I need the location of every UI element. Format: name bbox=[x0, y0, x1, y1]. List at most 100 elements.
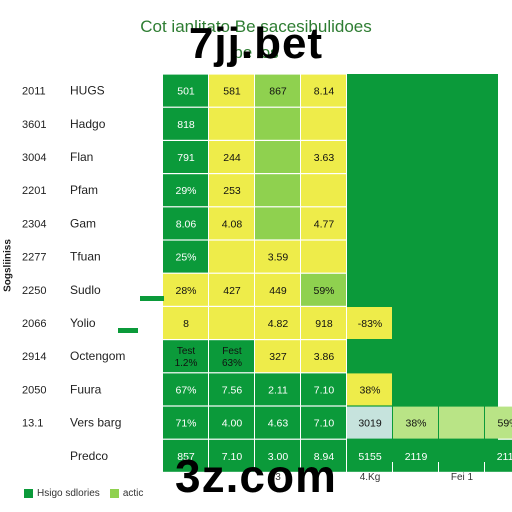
heatmap-cell bbox=[163, 107, 208, 140]
heatmap-cell bbox=[209, 373, 254, 406]
row-label: Octengom bbox=[70, 349, 125, 363]
heatmap-cell bbox=[439, 439, 484, 472]
row-label: Gam bbox=[70, 216, 96, 230]
cell-value: 3.86 bbox=[314, 351, 335, 363]
row-year: 2201 bbox=[22, 185, 46, 197]
heatmap-cell bbox=[301, 141, 346, 173]
heatmap-cell bbox=[301, 74, 346, 107]
heatmap-cell bbox=[301, 340, 346, 373]
heatmap-cell bbox=[485, 406, 512, 439]
cell-value: -83% bbox=[358, 318, 383, 330]
cell-value: 791 bbox=[177, 152, 195, 164]
heatmap-cell bbox=[209, 406, 254, 439]
cell-value: 818 bbox=[177, 119, 195, 131]
row-label: Predco bbox=[70, 449, 108, 463]
cell-value: 3019 bbox=[358, 418, 382, 430]
heatmap-cell bbox=[255, 240, 300, 273]
heatmap-cell bbox=[209, 340, 254, 373]
heatmap-cell bbox=[209, 141, 254, 173]
cell-value: Test bbox=[177, 346, 196, 357]
legend: Hsigo sdlories actic bbox=[24, 488, 143, 499]
heatmap-cell bbox=[255, 439, 300, 472]
heatmap-cell bbox=[485, 439, 512, 472]
row-label: Tfuan bbox=[70, 250, 101, 264]
heatmap-cell bbox=[301, 240, 346, 273]
cell-value: 7.10 bbox=[314, 418, 335, 430]
row-year: 2250 bbox=[22, 285, 46, 297]
cell-value: 7.10 bbox=[314, 384, 335, 396]
heatmap-cell bbox=[439, 406, 484, 439]
cell-value: 25% bbox=[175, 252, 196, 264]
legend-swatch bbox=[109, 489, 119, 498]
row-label: Fuura bbox=[70, 382, 102, 396]
heatmap-cell bbox=[347, 406, 392, 439]
heatmap-cell bbox=[163, 240, 208, 273]
cell-value: 3.59 bbox=[268, 252, 289, 264]
cell-value: 581 bbox=[223, 86, 241, 98]
heatmap-cell bbox=[301, 439, 346, 472]
cell-value: 4.63 bbox=[268, 418, 289, 430]
cell-value: 918 bbox=[315, 318, 333, 330]
heatmap-cell bbox=[209, 107, 254, 140]
row-year: 2277 bbox=[22, 252, 46, 264]
cell-value: 8.06 bbox=[176, 218, 197, 230]
heatmap-cell bbox=[301, 406, 346, 439]
heatmap-cell bbox=[255, 107, 300, 140]
heatmap-cell bbox=[209, 307, 254, 339]
row-year: 13.1 bbox=[22, 418, 43, 430]
cell-value: 1.2% bbox=[175, 358, 198, 369]
heatmap-cell bbox=[163, 439, 208, 472]
marker-bar bbox=[118, 328, 138, 333]
legend-label: actic bbox=[122, 488, 144, 499]
heatmap-cell bbox=[255, 406, 300, 439]
heatmap-cell bbox=[163, 273, 208, 306]
heatmap-cell bbox=[301, 373, 346, 406]
cell-value: 38% bbox=[405, 418, 426, 430]
cell-value: 501 bbox=[177, 86, 195, 98]
row-year: 2066 bbox=[22, 318, 46, 330]
heatmap-cell bbox=[255, 174, 300, 207]
cell-value: 327 bbox=[269, 351, 287, 363]
row-label: Vers barg bbox=[70, 416, 121, 430]
cell-value: 59% bbox=[313, 285, 334, 297]
heatmap-cell bbox=[347, 439, 392, 472]
x-tick-label: 3 bbox=[275, 472, 281, 483]
cell-value: 3.63 bbox=[314, 152, 335, 164]
cell-value: 7.56 bbox=[222, 384, 243, 396]
cell-value: 59% bbox=[497, 418, 512, 430]
cell-value: 867 bbox=[269, 86, 287, 98]
cell-value: 244 bbox=[223, 152, 241, 164]
heatmap-cell bbox=[301, 174, 346, 207]
heatmap-cell bbox=[347, 373, 392, 406]
heatmap-cell bbox=[393, 406, 438, 439]
watermark-top: 7jj.bet bbox=[188, 19, 324, 68]
heatmap-cell bbox=[209, 240, 254, 273]
cell-value: 5155 bbox=[358, 451, 382, 463]
cell-value: 67% bbox=[175, 384, 196, 396]
row-label: Sudlo bbox=[70, 283, 101, 297]
row-year: 2304 bbox=[22, 218, 46, 230]
row-label: Hadgo bbox=[70, 117, 106, 131]
chart-title: Cot ianlitato Be sacesibulidoes bbox=[140, 17, 372, 36]
cell-value: 7.10 bbox=[222, 451, 243, 463]
cell-value: 253 bbox=[223, 185, 241, 197]
heatmap-cell bbox=[163, 307, 208, 339]
heatmap-cell bbox=[255, 141, 300, 173]
heatmap-cell bbox=[255, 307, 300, 339]
heatmap-cell bbox=[209, 439, 254, 472]
heatmap-cell bbox=[347, 307, 392, 339]
heatmap-cell bbox=[255, 340, 300, 373]
row-label: HUGS bbox=[70, 84, 105, 98]
heatmap-cell bbox=[301, 207, 346, 240]
cell-value: 8.94 bbox=[314, 451, 335, 463]
row-year: 2011 bbox=[22, 86, 46, 98]
row-year: 2914 bbox=[22, 351, 46, 363]
cell-value: 2114 bbox=[497, 451, 512, 463]
heatmap-cell bbox=[255, 207, 300, 240]
heatmap-cell bbox=[209, 174, 254, 207]
cell-value: 4.00 bbox=[222, 418, 243, 430]
cell-value: 38% bbox=[359, 384, 380, 396]
cell-value: 3.00 bbox=[268, 451, 289, 463]
cell-value: 2119 bbox=[405, 451, 428, 463]
legend-label: Hsigo sdlories bbox=[37, 488, 100, 499]
